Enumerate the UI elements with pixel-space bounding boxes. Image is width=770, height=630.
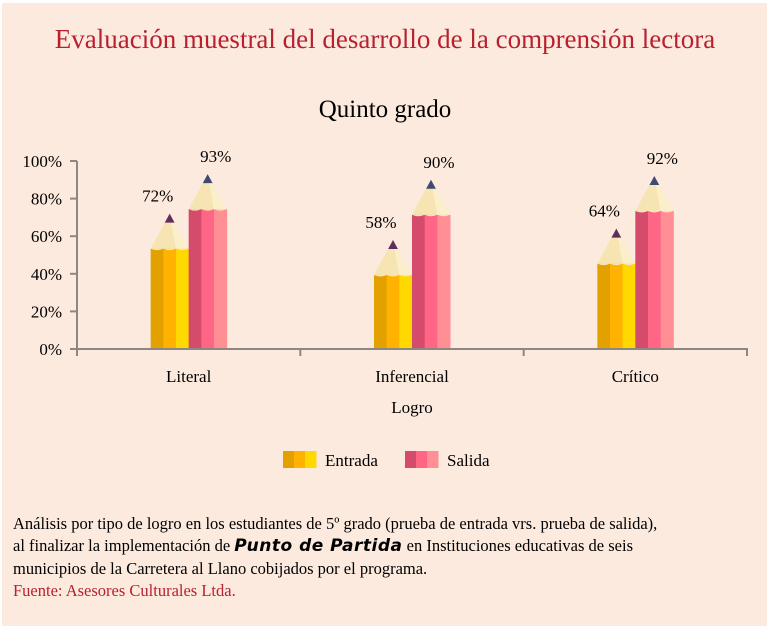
page-title: Evaluación muestral del desarrollo de la… — [54, 24, 716, 54]
pencil-wood-highlight — [431, 179, 450, 215]
x-axis-title: Logro — [391, 398, 433, 417]
bar-salida — [635, 176, 674, 349]
y-tick-label: 20% — [31, 302, 62, 321]
pencil-lead — [202, 174, 213, 184]
pencil-lead — [164, 213, 175, 223]
data-label: 72% — [142, 187, 173, 206]
pencil-stripe — [597, 263, 611, 349]
pencil-scallop — [597, 263, 636, 266]
legend-swatch-entrada — [294, 451, 306, 468]
pencil-stripe — [610, 263, 624, 349]
source-note: Fuente: Asesores Culturales Ltda. — [13, 581, 236, 600]
pencil-lead — [426, 179, 436, 189]
bar-salida — [188, 174, 228, 349]
data-label: 58% — [365, 213, 396, 232]
legend-label: Salida — [447, 451, 490, 470]
pencil-scallop — [374, 274, 412, 277]
x-tick-label: Literal — [166, 367, 212, 386]
pencil-stripe — [399, 274, 413, 349]
description-line-2-prefix: al finalizar la implementación de — [13, 536, 235, 555]
pencil-stripe — [648, 211, 662, 349]
pencil-scallop — [412, 214, 450, 217]
brand-name: Punto de Partida — [234, 536, 403, 556]
pencil-stripe — [622, 263, 636, 349]
pencil-stripe — [214, 209, 228, 349]
pencil-stripe — [660, 211, 674, 349]
data-label: 64% — [589, 202, 620, 221]
pencil-scallop — [635, 211, 674, 213]
pencil-stripe — [437, 214, 451, 349]
pencil-stripe — [412, 214, 426, 349]
legend-swatch-entrada — [305, 451, 317, 468]
data-label: 90% — [423, 153, 454, 172]
legend-swatch-salida — [427, 451, 439, 468]
description-line-3: municipios de la Carretera al Llano cobi… — [13, 559, 428, 578]
description-line-2-suffix: en Instituciones educativas de seis — [402, 536, 633, 555]
pencil-stripe — [635, 211, 649, 349]
pencil-scallop — [150, 248, 189, 251]
bar-entrada — [374, 239, 413, 349]
y-tick-label: 0% — [39, 340, 62, 359]
pencil-stripe — [386, 274, 400, 349]
pencil-stripe — [424, 214, 438, 349]
description-line-2: al finalizar la implementación de Punto … — [13, 536, 633, 556]
legend-swatch-entrada — [283, 451, 295, 468]
y-tick-label: 60% — [31, 227, 62, 246]
pencil-lead — [649, 176, 660, 186]
pencil-scallop — [188, 209, 227, 211]
data-label: 92% — [647, 149, 678, 168]
y-tick-label: 40% — [31, 265, 62, 284]
pencil-wood-highlight — [393, 239, 412, 275]
bar-entrada — [597, 228, 636, 349]
pencil-stripe — [163, 248, 177, 349]
legend-label: Entrada — [325, 451, 378, 470]
pencil-wood-highlight — [207, 174, 227, 210]
pencil-stripe — [176, 248, 190, 349]
legend-swatch-salida — [405, 451, 417, 468]
pencil-bar-chart: 0% 20% 40% 60% 80% 100% 72% 93% 58% 90% 64% 92% Li… — [22, 147, 748, 470]
bar-entrada — [150, 213, 190, 349]
pencil-stripe — [374, 274, 388, 349]
pencil-lead — [611, 228, 622, 238]
pencil-stripe — [201, 209, 215, 349]
y-tick-label: 80% — [31, 190, 62, 209]
y-tick-label: 100% — [22, 152, 62, 171]
x-tick-label: Crítico — [612, 367, 659, 386]
legend-swatch-salida — [416, 451, 428, 468]
data-label: 93% — [200, 147, 231, 166]
x-tick-label: Inferencial — [375, 367, 449, 386]
pencil-stripe — [188, 209, 202, 349]
pencil-wood-highlight — [169, 213, 189, 249]
bar-salida — [412, 179, 451, 349]
pencil-stripe — [150, 248, 164, 349]
description-line-1: Análisis por tipo de logro en los estudi… — [13, 514, 658, 533]
pencil-lead — [388, 239, 398, 249]
legend: Entrada Salida — [283, 451, 490, 470]
chart-title: Quinto grado — [318, 96, 452, 123]
